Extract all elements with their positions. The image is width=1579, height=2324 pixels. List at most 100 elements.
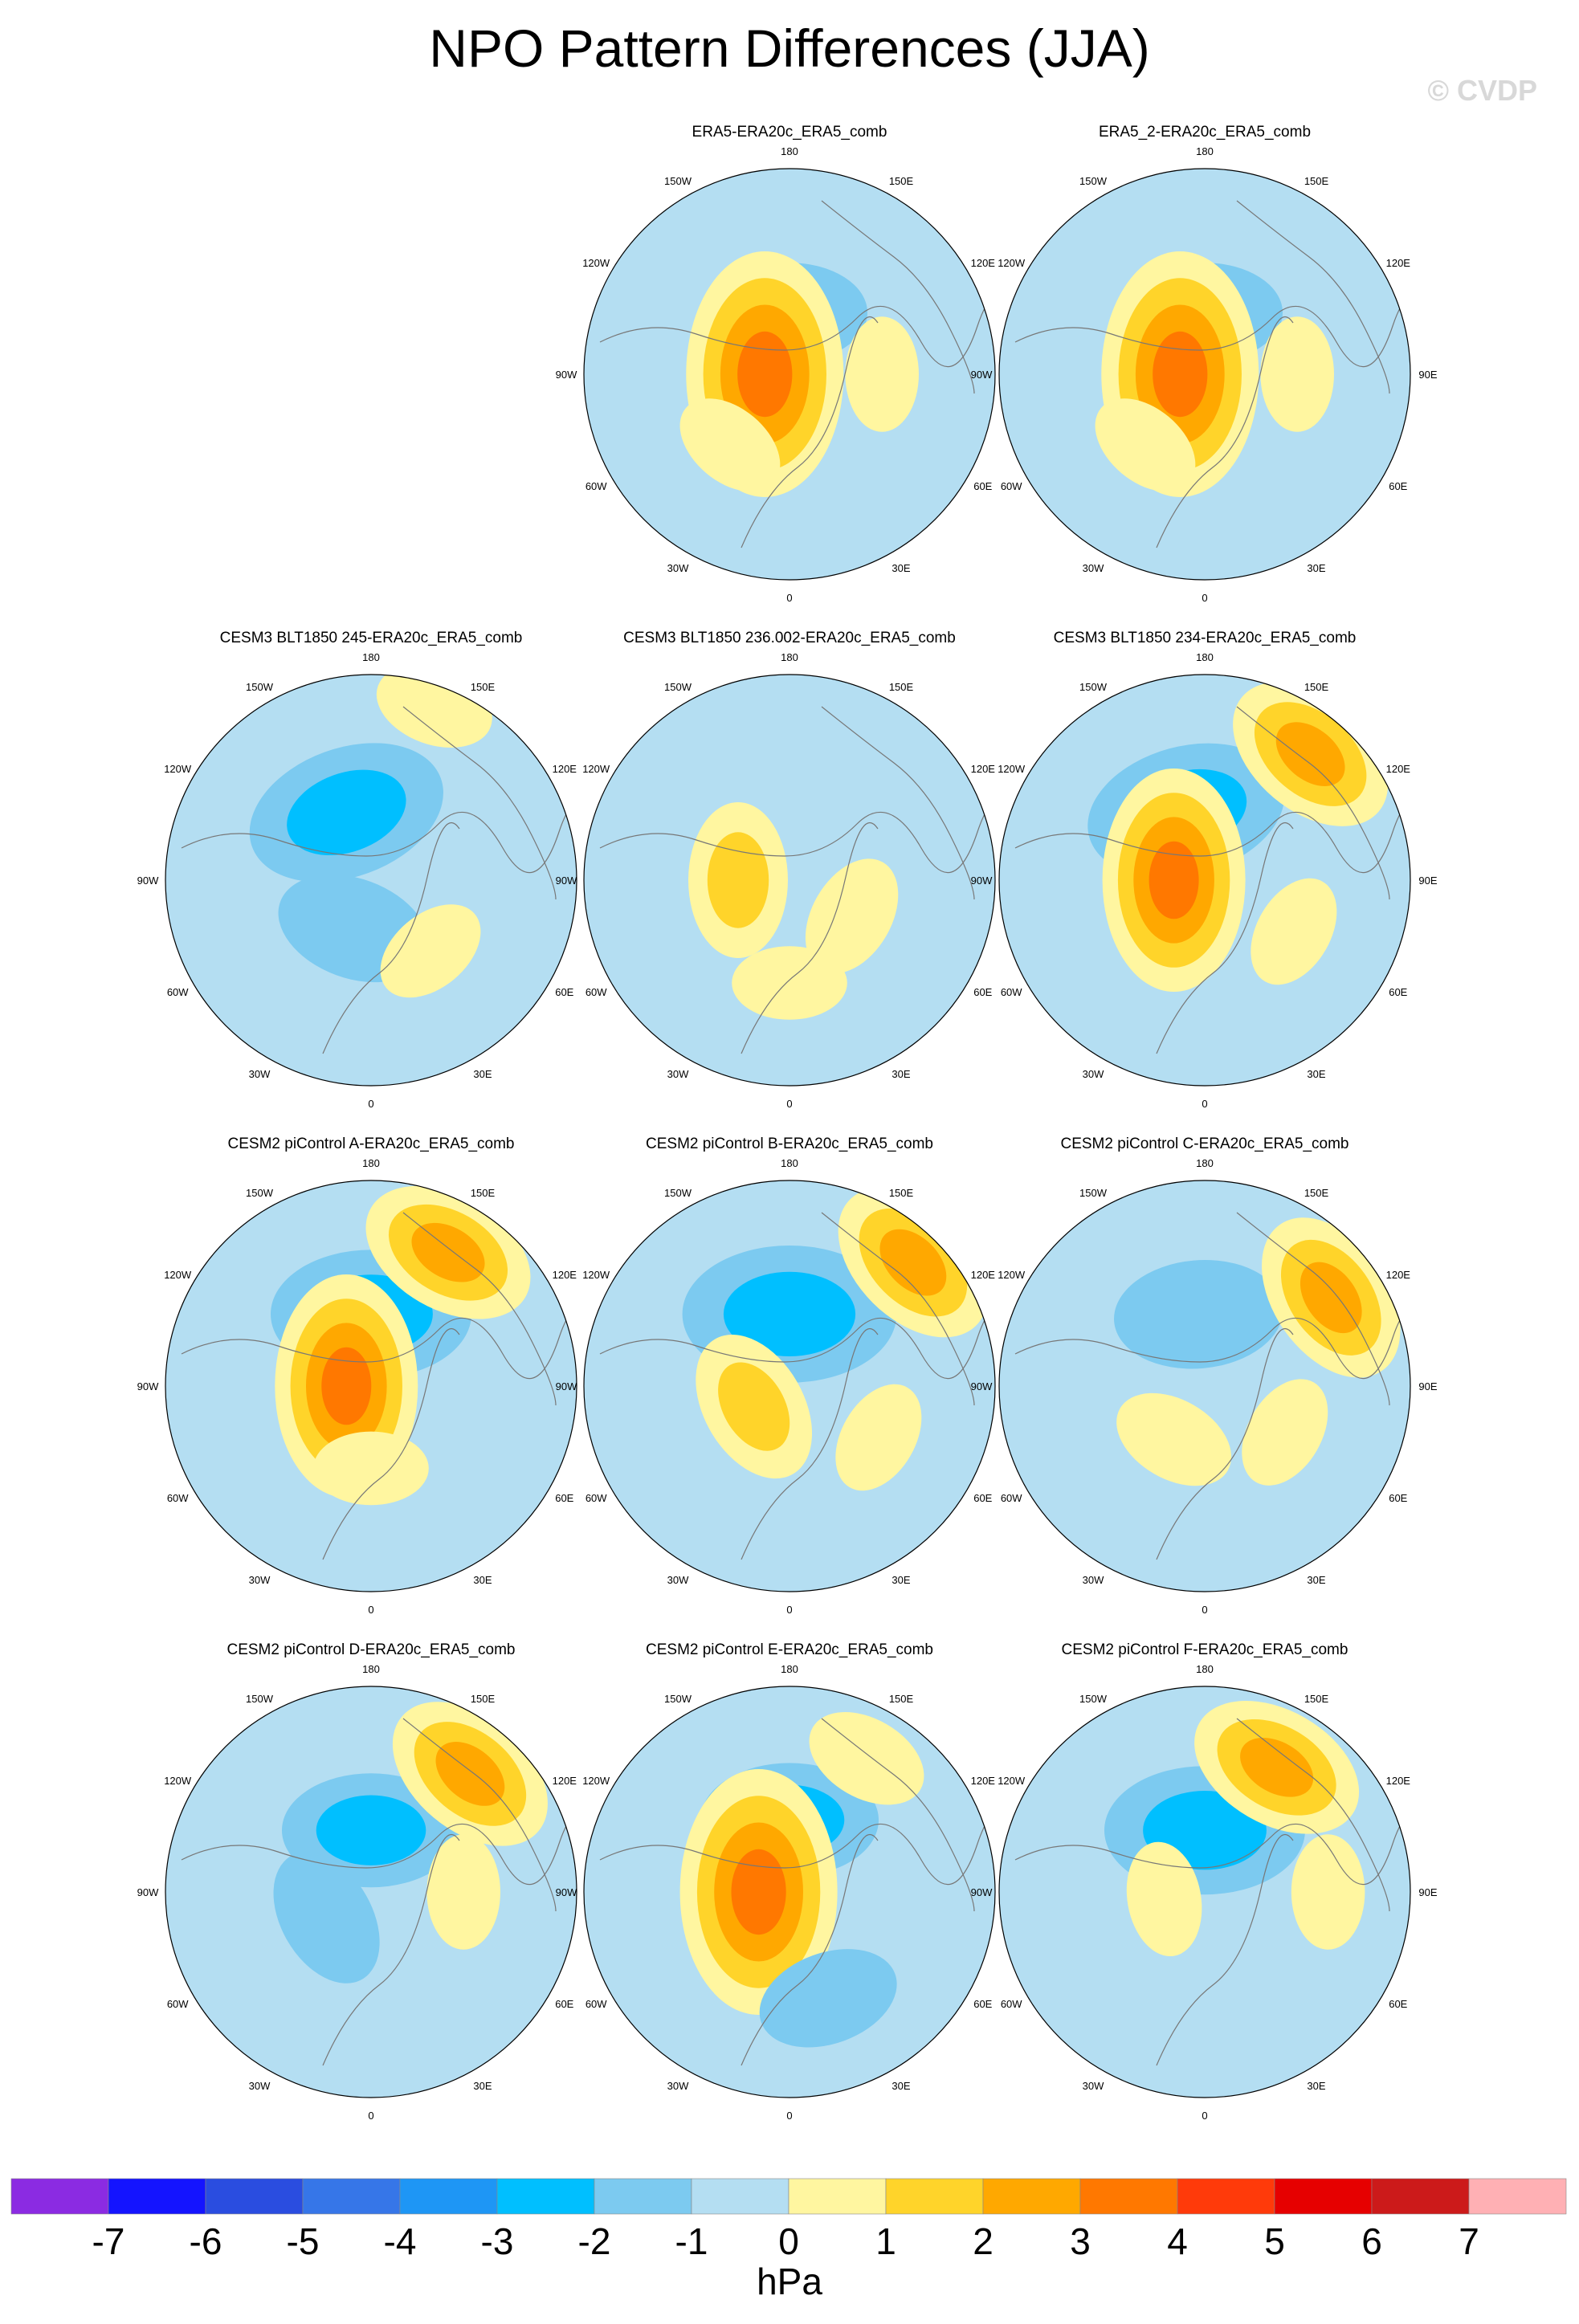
panel-title: CESM3 BLT1850 234-ERA20c_ERA5_comb <box>1054 630 1357 646</box>
contour-field <box>584 675 995 1086</box>
lon-label: 90E <box>1418 1886 1437 1898</box>
coastline <box>1236 200 1390 394</box>
colorbar-swatch <box>788 2178 887 2215</box>
map-boundary <box>165 1180 577 1592</box>
contour-level <box>718 1362 790 1451</box>
contour-level <box>835 1384 922 1491</box>
contour-level <box>321 1347 372 1425</box>
map-boundary <box>165 674 577 1087</box>
lon-label: 60W <box>585 1492 607 1504</box>
contour-level <box>732 946 847 1020</box>
lon-label: 0 <box>786 2110 792 2122</box>
lon-label: 120E <box>971 257 996 269</box>
coastline <box>1014 801 1410 874</box>
lon-label: 30E <box>1307 1068 1325 1080</box>
lon-label: 120E <box>1386 1775 1411 1787</box>
lon-label: 30E <box>473 2080 492 2092</box>
lon-label: 0 <box>786 592 792 604</box>
lon-label: 60E <box>555 1998 573 2010</box>
colorbar-tick-label: 0 <box>778 2220 799 2262</box>
lon-label: 90W <box>971 369 993 381</box>
contour-level <box>411 1222 485 1282</box>
lon-label: 90W <box>971 875 993 887</box>
contour-level <box>1240 1737 1314 1797</box>
lon-label: 0 <box>1202 1098 1207 1110</box>
lon-label: 60E <box>973 1492 992 1504</box>
contour-field <box>165 675 577 1086</box>
contour-level <box>707 832 769 928</box>
lon-label: 30W <box>667 1574 689 1586</box>
lon-label: 150E <box>1304 175 1329 187</box>
lon-label: 150E <box>889 681 914 693</box>
colorbar-swatch <box>594 2178 692 2215</box>
coastline <box>599 296 995 368</box>
lon-label: 150E <box>1304 681 1329 693</box>
lon-label: 180 <box>1196 651 1214 663</box>
panel-title: CESM3 BLT1850 245-ERA20c_ERA5_comb <box>220 630 523 646</box>
colorbar-tick-label: -4 <box>384 2220 417 2262</box>
lon-label: 120E <box>553 763 577 775</box>
lon-label: 60E <box>555 1492 573 1504</box>
lon-label: 60W <box>585 480 607 492</box>
coastlines <box>1014 1718 1410 2066</box>
colorbar: -7 -6 -5 -4 -3 -2 -1 0 1 2 3 4 5 6 7 hPa <box>10 2178 1567 2302</box>
lon-label: 150E <box>471 681 496 693</box>
lon-label: 60W <box>167 1492 189 1504</box>
colorbar-tick-label: 7 <box>1459 2220 1479 2262</box>
lon-label: 60W <box>1001 986 1022 998</box>
lon-label: 150W <box>1079 1187 1108 1199</box>
lon-label: 150E <box>889 1693 914 1705</box>
coastline <box>1156 1327 1294 1560</box>
colorbar-swatch <box>108 2178 206 2215</box>
coastline <box>1156 822 1294 1054</box>
lon-label: 30W <box>667 2080 689 2092</box>
coastline <box>322 822 460 1054</box>
lon-label: 180 <box>781 1157 798 1169</box>
colorbar-tick-label: 6 <box>1361 2220 1382 2262</box>
panel-title: CESM2 piControl E-ERA20c_ERA5_comb <box>646 1641 933 1658</box>
contour-level <box>287 769 406 855</box>
lon-label: 120E <box>1386 257 1411 269</box>
coastline <box>322 1833 460 2066</box>
coastline <box>741 822 879 1054</box>
lon-label: 120W <box>998 1269 1026 1281</box>
lon-label: 60W <box>585 986 607 998</box>
contour-level <box>313 1431 429 1506</box>
colorbar-swatch <box>10 2178 109 2215</box>
contour-level <box>759 1949 897 2048</box>
lon-label: 120W <box>164 1269 192 1281</box>
lon-label: 120W <box>164 763 192 775</box>
lon-label: 30W <box>249 2080 271 2092</box>
coastlines <box>599 1212 995 1560</box>
panel-title: ERA5-ERA20c_ERA5_comb <box>692 124 887 141</box>
lon-label: 0 <box>368 1604 373 1616</box>
lon-label: 60E <box>1389 1492 1407 1504</box>
lon-label: 150E <box>889 1187 914 1199</box>
lon-label: 90E <box>1418 875 1437 887</box>
lon-label: 30W <box>667 1068 689 1080</box>
coastline <box>181 801 577 874</box>
lon-label: 0 <box>368 2110 373 2122</box>
lon-label: 90W <box>556 875 577 887</box>
lon-label: 30E <box>1307 562 1325 574</box>
lon-label: 180 <box>362 1157 380 1169</box>
lon-label: 120W <box>582 1269 610 1281</box>
lon-label: 60W <box>167 1998 189 2010</box>
lon-label: 90W <box>556 1886 577 1898</box>
contour-level <box>1114 1259 1283 1369</box>
lon-label: 60E <box>973 480 992 492</box>
lon-label: 30E <box>473 1574 492 1586</box>
coastlines <box>599 1718 995 2066</box>
coastlines <box>599 706 995 1054</box>
contour-level <box>1116 1392 1232 1486</box>
lon-label: 120W <box>582 257 610 269</box>
coastlines <box>1014 706 1410 1054</box>
colorbar-tick-label: -3 <box>481 2220 514 2262</box>
colorbar-units: hPa <box>757 2261 822 2302</box>
lon-label: 150W <box>664 1693 692 1705</box>
lon-label: 150W <box>664 1187 692 1199</box>
lon-label: 180 <box>1196 1157 1214 1169</box>
contour-field <box>584 169 995 580</box>
contour-level <box>1275 722 1345 786</box>
map-panel: ERA5_2-ERA20c_ERA5_comb 180 150E 120E 90E 60E… <box>971 124 1438 604</box>
